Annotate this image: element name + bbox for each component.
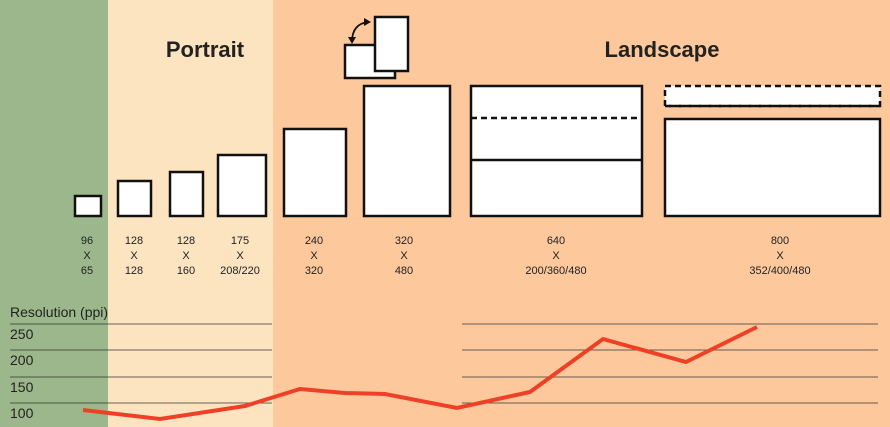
- device-height: 320: [305, 265, 323, 277]
- tick-label: 250: [10, 326, 34, 342]
- axis-label: Resolution (ppi): [10, 304, 108, 320]
- device-height: 200/360/480: [525, 265, 586, 277]
- device-width: 128: [125, 235, 143, 247]
- device-height: 65: [81, 265, 93, 277]
- device-width: 640: [547, 235, 565, 247]
- device-separator: X: [776, 250, 784, 262]
- rotate-icon: [343, 15, 410, 80]
- device-separator: X: [310, 250, 318, 262]
- device-height: 128: [125, 265, 143, 277]
- device-height: 208/220: [220, 265, 260, 277]
- device-width: 800: [771, 235, 789, 247]
- portrait-title: Portrait: [166, 37, 245, 62]
- resolution-line: [82, 325, 758, 422]
- device-separator: X: [182, 250, 190, 262]
- device-width: 175: [231, 235, 249, 247]
- device-width: 96: [81, 235, 93, 247]
- device-width: 128: [177, 235, 195, 247]
- device-separator: X: [552, 250, 560, 262]
- device-separator: X: [400, 250, 408, 262]
- device-separator: X: [130, 250, 138, 262]
- device-height: 480: [395, 265, 413, 277]
- device-separator: X: [83, 250, 91, 262]
- device-width: 240: [305, 235, 323, 247]
- device-width: 320: [395, 235, 413, 247]
- tick-label: 150: [10, 379, 34, 395]
- device-separator: X: [236, 250, 244, 262]
- tick-label: 100: [10, 405, 34, 421]
- grid: 250 200 150 100: [10, 323, 878, 421]
- screens: [73, 84, 882, 218]
- landscape-title: Landscape: [605, 37, 720, 62]
- device-height: 352/400/480: [749, 265, 810, 277]
- device-height: 160: [177, 265, 195, 277]
- tick-label: 200: [10, 352, 34, 368]
- device-labels: 96 X 65 128 X 128 128 X 160 175 X 208/220 240 X 320 320…: [81, 235, 811, 277]
